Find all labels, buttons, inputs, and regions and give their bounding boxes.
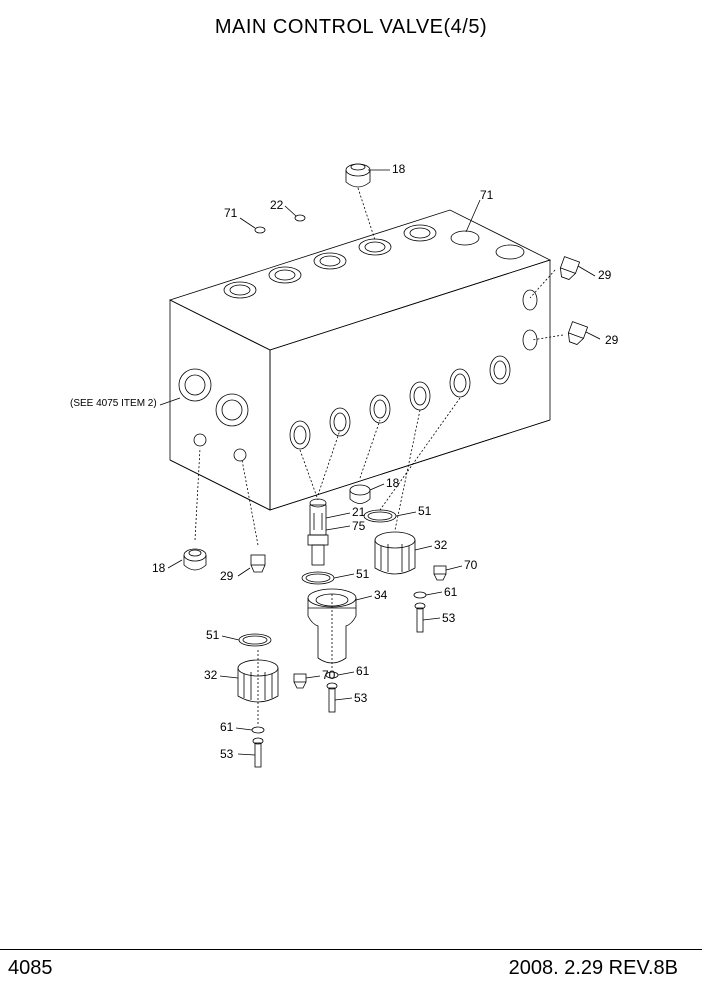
- callout-61-b: 61: [356, 664, 369, 678]
- callout-51-a: 51: [418, 504, 431, 518]
- callout-61-a: 61: [444, 585, 457, 599]
- callout-29-ur: 29: [598, 268, 611, 282]
- callout-53-c: 53: [220, 747, 233, 761]
- note-see-ref: (SEE 4075 ITEM 2): [70, 398, 157, 409]
- valve-block-drawing: [100, 140, 600, 820]
- callout-70-a: 70: [464, 558, 477, 572]
- callout-53-a: 53: [442, 611, 455, 625]
- callout-70-b: 70: [322, 668, 335, 682]
- callout-51-b: 51: [356, 567, 369, 581]
- callout-21: 21: [352, 505, 365, 519]
- callout-32-a: 32: [434, 538, 447, 552]
- callout-71-right: 71: [480, 188, 493, 202]
- callout-53-b: 53: [354, 691, 367, 705]
- page-title: MAIN CONTROL VALVE(4/5): [0, 16, 702, 39]
- callout-29-l: 29: [220, 569, 233, 583]
- footer-revision: 2008. 2.29 REV.8B: [509, 957, 678, 980]
- callout-71-left: 71: [224, 206, 237, 220]
- callout-75: 75: [352, 519, 365, 533]
- footer-divider: [0, 949, 702, 950]
- callout-29-r: 29: [605, 333, 618, 347]
- callout-18-mid: 18: [386, 476, 399, 490]
- callout-61-c: 61: [220, 720, 233, 734]
- diagram-area: 18 71 22 71 29 29 (SEE 4075 ITEM 2) 18 2…: [100, 140, 600, 820]
- footer-figure-number: 4085: [8, 957, 53, 980]
- callout-22: 22: [270, 198, 283, 212]
- callout-18-top: 18: [392, 162, 405, 176]
- callout-51-c: 51: [206, 628, 219, 642]
- callout-18-ll: 18: [152, 561, 165, 575]
- callout-32-b: 32: [204, 668, 217, 682]
- callout-34: 34: [374, 588, 387, 602]
